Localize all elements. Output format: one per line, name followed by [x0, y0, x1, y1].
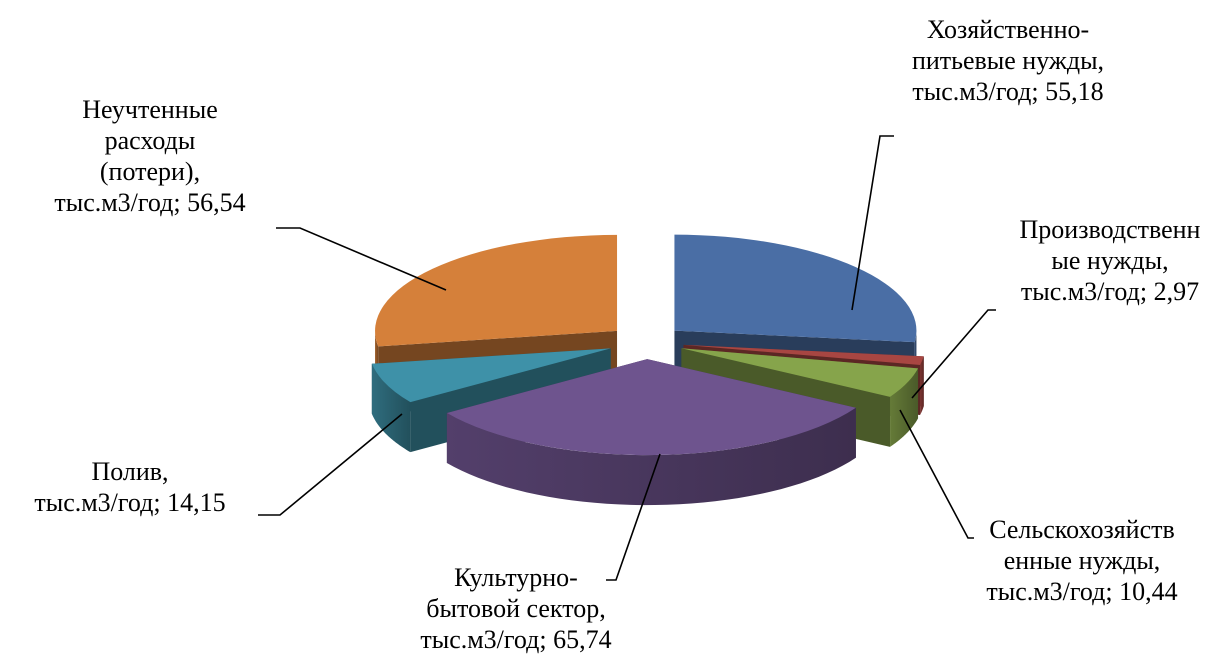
slice-top	[674, 234, 917, 343]
leader-line-5	[276, 227, 447, 291]
slice-label-5: Неучтенные расходы (потери), тыс.м3/год; 56…	[54, 95, 245, 217]
slice-label-line: енные нужды,	[1004, 546, 1161, 575]
slice-label-line: тыс.м3/год; 56,54	[54, 188, 245, 217]
slice-label-line: питьевые нужды,	[912, 46, 1104, 75]
slice-label-1: Производственн ые нужды, тыс.м3/год; 2,97	[1020, 215, 1201, 306]
slice-label-line: Сельскохозяйств	[989, 515, 1175, 544]
slice-label-line: Культурно-	[454, 563, 578, 592]
slice-label-line: тыс.м3/год; 14,15	[34, 488, 225, 517]
slice-top	[681, 348, 919, 397]
slice-top	[371, 348, 611, 403]
slice-label-line: расходы	[105, 126, 196, 155]
slice-outer-wall	[890, 368, 919, 447]
slice-label-0: Хозяйственно-питьевые нужды, тыс.м3/год; …	[912, 15, 1104, 106]
slice-label-line: тыс.м3/год; 65,74	[420, 625, 611, 654]
leader-lines	[258, 135, 996, 581]
slice-label-line: Хозяйственно-	[927, 15, 1089, 44]
slice-top	[683, 344, 924, 365]
slice-label-line: тыс.м3/год; 55,18	[912, 77, 1103, 106]
slice-top	[446, 359, 856, 456]
slice-label-4: Полив, тыс.м3/год; 14,15	[34, 457, 225, 517]
leader-line-4	[258, 413, 403, 516]
slice-label-line: тыс.м3/год; 10,44	[986, 577, 1177, 606]
slice-label-line: бытовой сектор,	[426, 594, 605, 623]
leader-line-3	[606, 453, 661, 581]
slice-top	[375, 234, 618, 347]
slice-outer-wall	[446, 407, 856, 506]
slice-label-line: Производственн	[1020, 215, 1201, 244]
pie-slices	[371, 234, 924, 506]
slice-label-line: Полив,	[91, 457, 168, 486]
slice-label-2: Сельскохозяйств енные нужды, тыс.м3/год; 1…	[986, 515, 1177, 606]
slice-label-line: (потери),	[100, 157, 200, 186]
leader-line-1	[911, 309, 996, 399]
slice-outer-wall	[371, 363, 411, 453]
leader-line-2	[899, 409, 974, 539]
slice-label-3: Культурно-бытовой сектор, тыс.м3/год; 65,…	[420, 563, 611, 654]
leader-line-0	[851, 135, 894, 311]
slice-label-line: Неучтенные	[82, 95, 217, 124]
slice-label-line: ые нужды,	[1051, 246, 1168, 275]
slice-label-line: тыс.м3/год; 2,97	[1021, 277, 1199, 306]
slice-3	[446, 359, 856, 506]
slice-labels: Хозяйственно-питьевые нужды, тыс.м3/год; …	[34, 15, 1200, 654]
